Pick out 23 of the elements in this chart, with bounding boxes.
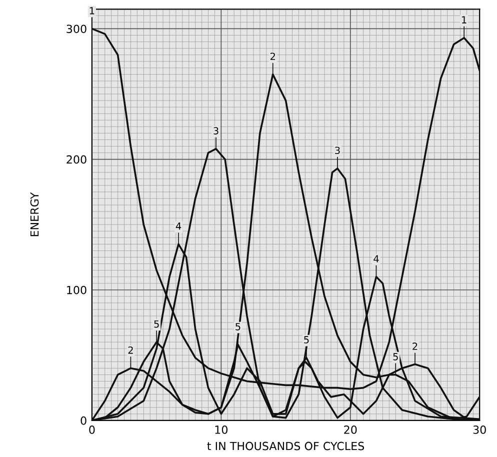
annotation: 4 xyxy=(176,222,182,230)
annotation: 2 xyxy=(412,342,418,350)
annotation: 2 xyxy=(270,52,275,60)
x-tick-label: 10 xyxy=(215,425,228,434)
y-tick-label: 100 xyxy=(67,286,86,294)
annotation: 5 xyxy=(304,336,309,344)
annotation: 5 xyxy=(154,320,159,328)
x-axis-title: t IN THOUSANDS OF CYCLES xyxy=(207,442,364,450)
annotation: 3 xyxy=(214,127,218,134)
annotation: 5 xyxy=(236,323,240,330)
y-tick-label: 300 xyxy=(66,24,86,34)
annotation: 2 xyxy=(128,346,133,354)
y-axis-title: ENERGY xyxy=(30,192,39,236)
x-tick-label: 20 xyxy=(344,425,357,434)
x-tick-label: 0 xyxy=(89,425,95,434)
annotation: 1 xyxy=(462,16,466,24)
annotation: 5 xyxy=(393,353,398,360)
annotation: 3 xyxy=(335,146,340,154)
y-tick-label: 200 xyxy=(66,155,86,164)
x-tick-label: 30 xyxy=(473,425,486,434)
y-tick-label: 0 xyxy=(80,416,86,425)
annotation: 1 xyxy=(90,7,94,14)
annotation: 4 xyxy=(374,255,379,262)
